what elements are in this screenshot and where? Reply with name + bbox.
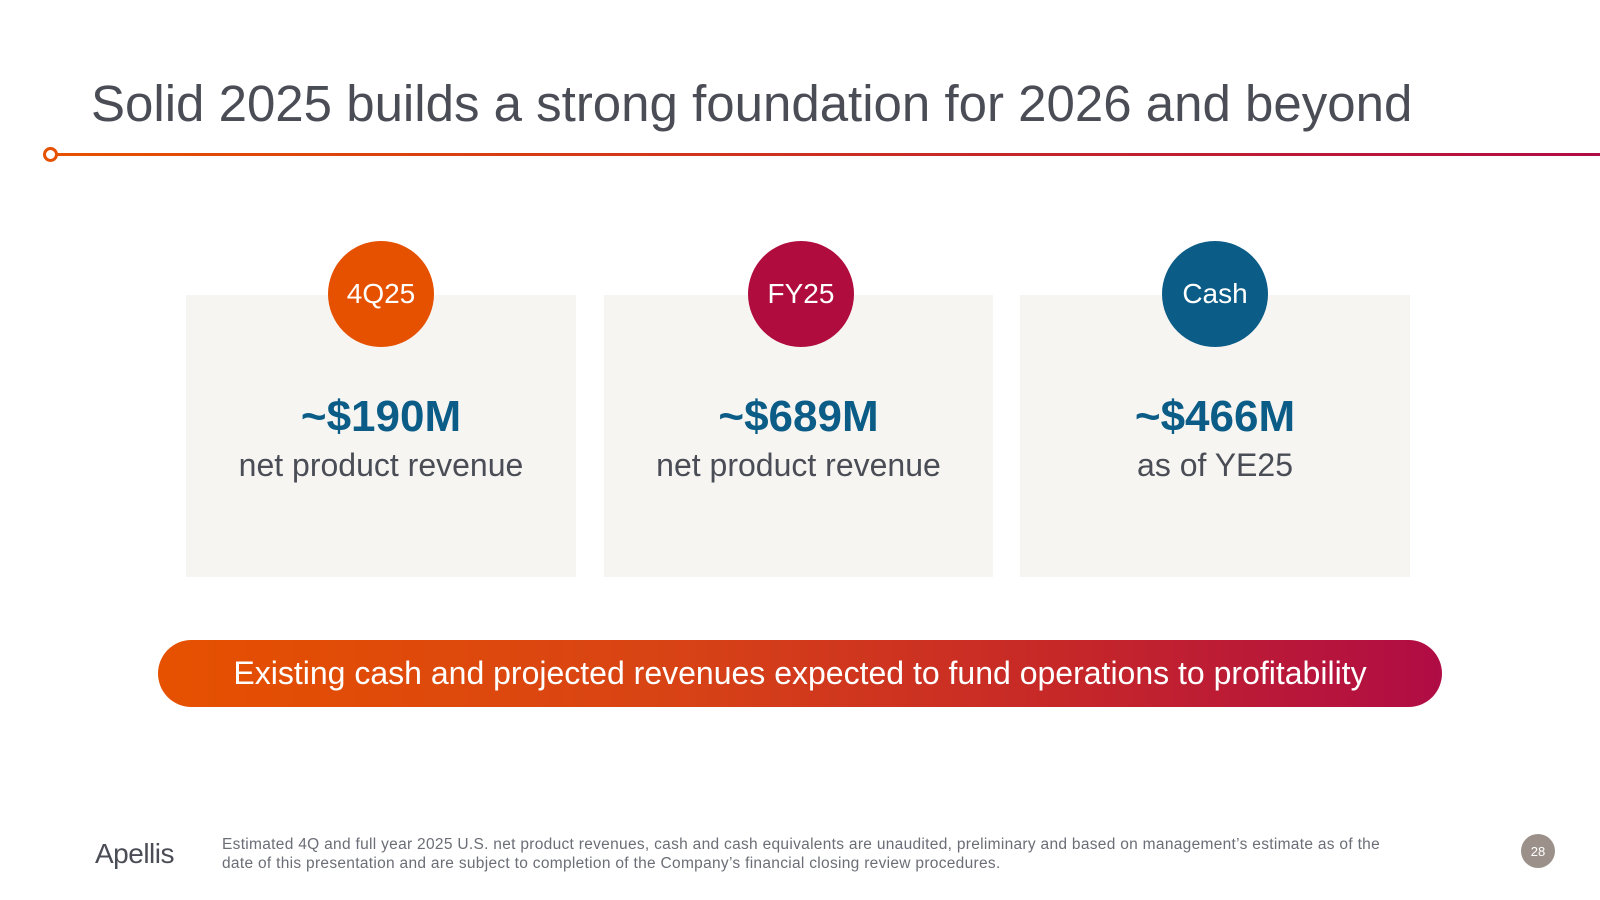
slide-title: Solid 2025 builds a strong foundation fo…: [91, 75, 1413, 132]
company-logo: Apellis: [95, 838, 174, 869]
metric-value: ~$466M: [1134, 392, 1296, 441]
badge-fy25: FY25: [748, 241, 854, 347]
page-number: 28: [1521, 834, 1555, 868]
badge-cash: Cash: [1162, 241, 1268, 347]
summary-banner: Existing cash and projected revenues exp…: [158, 640, 1442, 707]
title-divider: [50, 153, 1600, 156]
metric-card-cash: ~$466M as of YE25: [1020, 295, 1410, 577]
metric-value: ~$190M: [300, 392, 462, 441]
footnote: Estimated 4Q and full year 2025 U.S. net…: [222, 836, 1381, 872]
metric-caption: net product revenue: [238, 447, 524, 483]
metric-caption: as of YE25: [1137, 447, 1293, 483]
metric-value: ~$689M: [718, 392, 879, 441]
metric-caption: net product revenue: [656, 447, 941, 483]
divider-dot-icon: [43, 147, 58, 162]
badge-4q25: 4Q25: [328, 241, 434, 347]
